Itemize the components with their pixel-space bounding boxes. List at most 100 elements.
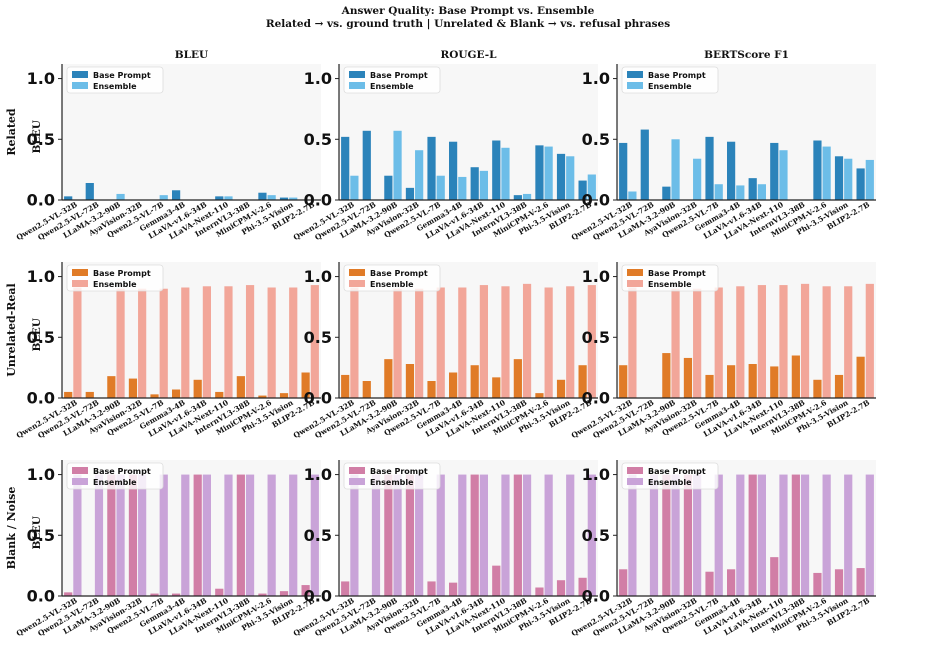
bar-ensemble-qwen2-5-vl-32b xyxy=(73,474,82,596)
bar-ensemble-gemma3-4b xyxy=(181,287,190,398)
bar-base-prompt-qwen2-5-vl-72b xyxy=(362,381,371,398)
bar-base-prompt-internvl3-38b xyxy=(791,474,800,596)
legend-label-ensemble: Ensemble xyxy=(93,478,137,487)
legend-frame xyxy=(343,66,441,94)
bar-ensemble-minicpm-v-2-6 xyxy=(267,195,276,200)
bar-ensemble-qwen2-5-vl-32b xyxy=(350,175,359,200)
bar-ensemble-qwen2-5-vl-32b xyxy=(628,191,637,200)
bar-ensemble-llava-v1-6-34b xyxy=(757,285,766,398)
bar-base-prompt-minicpm-v-2-6 xyxy=(813,379,822,398)
bar-ensemble-qwen2-5-vl-7b xyxy=(436,474,445,596)
bar-ensemble-ayavision-32b xyxy=(138,288,147,398)
column-title-bertscore-f1: BERTScore F1 xyxy=(704,49,789,61)
bar-ensemble-blip2-2-7b xyxy=(587,285,596,398)
bar-ensemble-qwen2-5-vl-32b xyxy=(628,474,637,596)
bar-ensemble-minicpm-v-2-6 xyxy=(822,286,831,398)
bar-ensemble-phi-3-5-vision xyxy=(289,197,298,200)
bar-base-prompt-llama-3-2-90b xyxy=(384,359,393,398)
y-tick-label: 1.0 xyxy=(27,69,55,88)
bar-ensemble-qwen2-5-vl-7b xyxy=(714,474,723,596)
legend-swatch-base-prompt xyxy=(627,71,643,78)
bar-ensemble-llava-v1-6-34b xyxy=(479,285,488,398)
bar-base-prompt-ayavision-32b xyxy=(683,474,693,596)
bar-ensemble-llama-3-2-90b xyxy=(393,288,402,398)
bar-base-prompt-llama-3-2-90b xyxy=(384,474,393,596)
bar-ensemble-minicpm-v-2-6 xyxy=(544,146,553,200)
panel-unrelated-real-bertscore-f1: 0.00.51.0Qwen2.5-VL-32BQwen2.5-VL-72BLLa… xyxy=(570,262,876,440)
bar-ensemble-llava-v1-6-34b xyxy=(757,184,766,200)
bar-ensemble-phi-3-5-vision xyxy=(566,474,575,596)
bar-ensemble-blip2-2-7b xyxy=(865,283,874,398)
bar-base-prompt-gemma3-4b xyxy=(727,141,736,200)
bar-ensemble-llama-3-2-90b xyxy=(671,288,680,398)
bar-ensemble-internvl3-38b xyxy=(800,283,810,398)
bar-base-prompt-gemma3-4b xyxy=(449,141,458,200)
legend: Base Prompt Ensemble xyxy=(66,66,164,94)
bar-base-prompt-qwen2-5-vl-32b xyxy=(64,391,73,398)
y-tick-label: 0.5 xyxy=(304,526,332,545)
bar-base-prompt-qwen2-5-vl-7b xyxy=(427,381,436,398)
bar-ensemble-llama-3-2-90b xyxy=(671,139,680,200)
bar-base-prompt-qwen2-5-vl-32b xyxy=(619,569,628,596)
y-tick-label: 1.0 xyxy=(304,69,332,88)
bar-base-prompt-phi-3-5-vision xyxy=(279,393,289,398)
bar-ensemble-gemma3-4b xyxy=(736,286,745,398)
y-tick-label: 0.5 xyxy=(304,130,332,149)
bar-base-prompt-qwen2-5-vl-32b xyxy=(619,142,628,200)
y-tick-label: 0.0 xyxy=(27,587,55,606)
bar-base-prompt-phi-3-5-vision xyxy=(834,374,844,398)
legend-swatch-base-prompt xyxy=(72,71,88,78)
bar-ensemble-qwen2-5-vl-72b xyxy=(371,474,381,596)
legend-frame xyxy=(343,462,441,490)
bar-ensemble-qwen2-5-vl-72b xyxy=(649,474,659,596)
bar-ensemble-llama-3-2-90b xyxy=(116,193,125,200)
bar-ensemble-internvl3-38b xyxy=(522,474,532,596)
bar-base-prompt-internvl3-38b xyxy=(236,474,245,596)
bar-base-prompt-qwen2-5-vl-7b xyxy=(705,374,714,398)
bar-base-prompt-ayavision-32b xyxy=(405,474,415,596)
panel-unrelated-real-bleu: 0.00.51.0BLEUQwen2.5-VL-32BQwen2.5-VL-72… xyxy=(15,262,321,440)
bar-base-prompt-blip2-2-7b xyxy=(578,365,587,398)
bar-base-prompt-gemma3-4b xyxy=(727,569,736,596)
bar-base-prompt-ayavision-32b xyxy=(405,187,415,200)
legend-swatch-ensemble xyxy=(72,478,88,485)
bar-base-prompt-internvl3-38b xyxy=(236,376,245,398)
bar-base-prompt-llava-next-110 xyxy=(770,366,779,398)
bar-ensemble-qwen2-5-vl-72b xyxy=(94,474,104,596)
bar-base-prompt-llava-v1-6-34b xyxy=(470,167,479,200)
bar-ensemble-internvl3-38b xyxy=(245,474,255,596)
y-tick-label: 1.0 xyxy=(304,465,332,484)
bar-base-prompt-llava-next-110 xyxy=(215,588,224,596)
y-tick-label: 1.0 xyxy=(27,267,55,286)
bar-base-prompt-internvl3-38b xyxy=(513,474,522,596)
y-tick-label: 0.0 xyxy=(582,191,610,210)
panel-related-bleu: 0.00.51.0BLEUQwen2.5-VL-32BQwen2.5-VL-72… xyxy=(15,64,321,242)
bar-ensemble-gemma3-4b xyxy=(458,176,467,200)
bar-ensemble-llava-next-110 xyxy=(779,474,788,596)
bar-ensemble-minicpm-v-2-6 xyxy=(822,474,831,596)
legend: Base Prompt Ensemble xyxy=(343,264,441,292)
bar-ensemble-ayavision-32b xyxy=(693,288,702,398)
bar-ensemble-qwen2-5-vl-32b xyxy=(350,287,359,398)
bar-base-prompt-llava-v1-6-34b xyxy=(470,474,479,596)
figure-title-line-2: Related → vs. ground truth | Unrelated &… xyxy=(266,18,670,30)
legend-swatch-base-prompt xyxy=(349,269,365,276)
bar-base-prompt-llama-3-2-90b xyxy=(662,474,671,596)
bar-base-prompt-gemma3-4b xyxy=(172,190,181,200)
panel-related-rouge-l: 0.00.51.0Qwen2.5-VL-32BQwen2.5-VL-72BLLa… xyxy=(292,64,598,242)
bar-base-prompt-llava-next-110 xyxy=(492,565,501,596)
legend: Base Prompt Ensemble xyxy=(66,462,164,490)
bar-ensemble-phi-3-5-vision xyxy=(289,474,298,596)
bar-ensemble-blip2-2-7b xyxy=(587,474,596,596)
y-axis-label: BLEU xyxy=(31,318,43,351)
panel-unrelated-real-rouge-l: 0.00.51.0Qwen2.5-VL-32BQwen2.5-VL-72BLLa… xyxy=(292,262,598,440)
bar-base-prompt-minicpm-v-2-6 xyxy=(535,393,544,398)
bar-base-prompt-minicpm-v-2-6 xyxy=(258,192,267,200)
row-label-blank-noise: Blank / Noise xyxy=(5,487,18,570)
panel-related-bertscore-f1: 0.00.51.0Qwen2.5-VL-32BQwen2.5-VL-72BLLa… xyxy=(570,64,876,242)
legend-label-ensemble: Ensemble xyxy=(370,478,414,487)
bar-base-prompt-llava-next-110 xyxy=(492,140,501,200)
bar-ensemble-gemma3-4b xyxy=(736,185,745,200)
bar-base-prompt-qwen2-5-vl-7b xyxy=(150,394,159,398)
